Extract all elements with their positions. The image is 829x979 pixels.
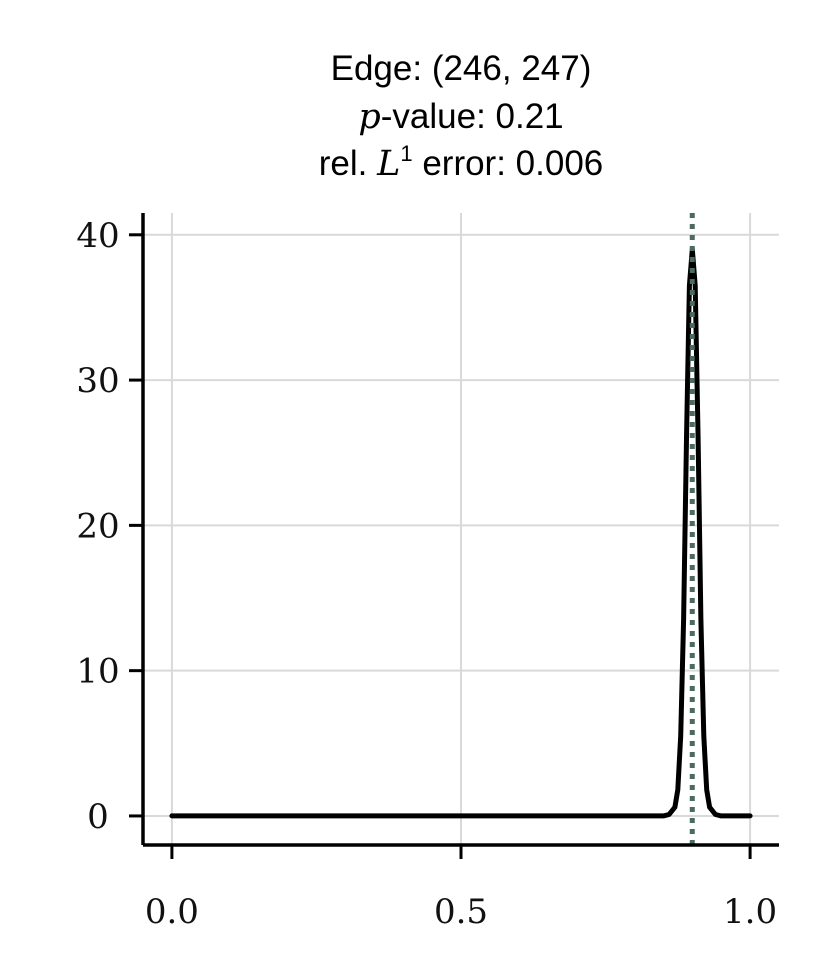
title-line-2: p-value: 0.21 (358, 97, 563, 137)
y-tick-label-1: 10 (76, 652, 119, 692)
chart-title: Edge: (246, 247) p-value: 0.21 rel. L1 e… (319, 49, 604, 184)
title-error-prefix: rel. (319, 144, 377, 183)
y-tick-label-4: 40 (76, 216, 119, 256)
title-error-rest: error: 0.006 (413, 144, 604, 183)
x-tick-label-0: 0.0 (145, 892, 199, 932)
title-pvalue-var: p (358, 97, 380, 137)
title-error-sup: 1 (400, 141, 412, 166)
y-tick-label-0: 0 (87, 797, 109, 837)
title-line-1: Edge: (246, 247) (331, 49, 592, 88)
y-tick-label-3: 30 (76, 361, 119, 401)
title-line-3: rel. L1 error: 0.006 (319, 141, 604, 184)
x-tick-label-1: 0.5 (434, 892, 488, 932)
plot-area: 0.0 0.5 1.0 0 10 20 30 40 (76, 213, 779, 932)
y-tick-label-2: 20 (76, 506, 119, 546)
series-line-0 (169, 246, 753, 819)
title-pvalue-rest: -value: 0.21 (381, 97, 564, 136)
x-tick-label-2: 1.0 (723, 892, 777, 932)
title-error-var: L (376, 144, 400, 184)
